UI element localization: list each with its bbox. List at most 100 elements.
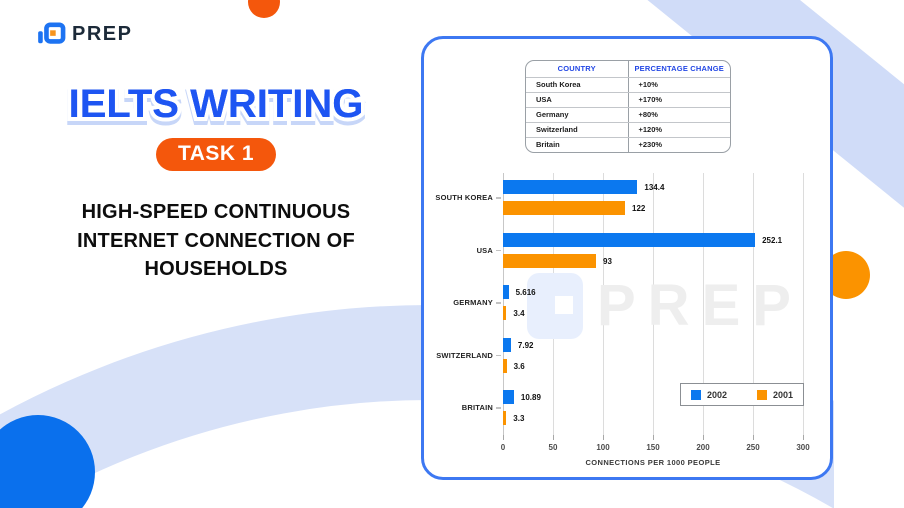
axis-tick xyxy=(753,435,754,440)
gridline xyxy=(653,173,654,435)
subtitle-line-1: HIGH-SPEED CONTINUOUS xyxy=(81,201,351,223)
category-label: SWITZERLAND xyxy=(436,350,493,360)
bar-2002 xyxy=(503,180,638,194)
category-tick xyxy=(496,354,501,356)
axis-tick xyxy=(503,435,504,440)
chart-card: COUNTRY PERCENTAGE CHANGE South Korea +10… xyxy=(421,36,833,480)
table-header-change: PERCENTAGE CHANGE xyxy=(628,61,730,78)
bar-chart: PREP SOUTH KOREA 134.4 122 USA 252.1 93 GERMAN… xyxy=(435,173,810,467)
bar-2002 xyxy=(503,337,511,352)
bar-value-label: 122 xyxy=(632,204,646,213)
category-tick xyxy=(496,249,501,251)
bar-value-label: 93 xyxy=(603,256,612,266)
legend-swatch-2001 xyxy=(756,389,767,400)
prep-logo-icon xyxy=(38,22,66,44)
brand-logo: PREP xyxy=(38,22,132,46)
x-tick-label: 0 xyxy=(500,443,506,452)
table-cell: USA xyxy=(526,92,629,108)
legend-label-2001: 2001 xyxy=(772,389,793,400)
watermark: PREP xyxy=(527,273,803,339)
bar-2002 xyxy=(503,390,514,404)
hero-title-text: IELTS WRITING xyxy=(68,82,364,126)
bar-2002 xyxy=(503,232,756,247)
table-cell: +230% xyxy=(638,140,663,150)
table-cell: +80% xyxy=(628,107,730,123)
chart-row: USA 252.1 93 xyxy=(477,232,803,268)
table-row: Britain +230% xyxy=(526,137,730,152)
gridline xyxy=(753,173,754,435)
bar-value-label: 3.6 xyxy=(513,361,525,371)
bar-2001 xyxy=(503,306,507,320)
hero-title-outline: IELTS WRITING xyxy=(65,78,368,130)
axis-tick xyxy=(703,435,704,440)
gridline xyxy=(803,173,804,435)
table-cell: Britain xyxy=(526,137,629,152)
chart-row: SOUTH KOREA 134.4 122 xyxy=(435,180,803,215)
chart-row: GERMANY 5.616 3.4 xyxy=(453,285,803,320)
gridline xyxy=(603,173,604,435)
axis-tick xyxy=(653,435,654,440)
x-tick-label: 100 xyxy=(596,443,610,452)
legend-swatch-2002 xyxy=(691,389,701,400)
table-header-country: COUNTRY xyxy=(526,61,629,78)
bar-2001 xyxy=(503,358,507,373)
table-cell: South Korea xyxy=(526,77,629,93)
table-cell: +120% xyxy=(628,122,730,138)
legend: 2002 2001 xyxy=(680,383,804,406)
table-row: USA +170% xyxy=(526,92,730,108)
watermark-logo-icon xyxy=(527,273,583,339)
axis-tick xyxy=(553,435,554,440)
x-tick-label: 300 xyxy=(796,443,810,452)
bar-value-label: 3.4 xyxy=(513,309,525,318)
table-cell: Switzerland xyxy=(526,122,629,138)
category-label: SOUTH KOREA xyxy=(435,193,493,202)
watermark-text: PREP xyxy=(597,273,803,338)
x-tick-label: 50 xyxy=(548,443,558,452)
task-badge-wrap: TASK 1 xyxy=(0,138,432,171)
percentage-table-wrap: COUNTRY PERCENTAGE CHANGE South Korea +10… xyxy=(525,60,731,153)
category-label: GERMANY xyxy=(453,298,493,307)
gridline xyxy=(503,173,504,435)
table-cell: +170% xyxy=(628,92,730,108)
table-row: Switzerland +120% xyxy=(526,122,730,138)
subtitle-line-2: INTERNET CONNECTION OF xyxy=(77,229,355,252)
bar-value-label: 7.92 xyxy=(517,340,534,350)
chart-row: SWITZERLAND 7.92 3.6 xyxy=(436,337,803,373)
category-tick xyxy=(496,407,501,409)
hero-title: IELTS WRITING IELTS WRITING xyxy=(0,78,432,140)
category-label: BRITAIN xyxy=(461,403,493,412)
table-row: South Korea +10% xyxy=(526,77,730,93)
axis-tick xyxy=(603,435,604,440)
axis-tick xyxy=(803,435,804,440)
watermark-logo-inner xyxy=(555,296,573,314)
table-cell: Germany xyxy=(526,107,629,123)
bar-value-label: 134.4 xyxy=(644,183,665,192)
category-tick xyxy=(496,302,501,304)
legend-item-2001: 2001 xyxy=(756,389,793,400)
x-tick-label: 200 xyxy=(696,443,710,452)
x-axis-title: CONNECTIONS PER 1000 PEOPLE xyxy=(585,458,721,467)
subtitle-line-3: HOUSEHOLDS xyxy=(144,258,288,280)
brand-name: PREP xyxy=(72,22,133,45)
page-subtitle: HIGH-SPEED CONTINUOUS INTERNET CONNECTIO… xyxy=(16,198,416,284)
bar-value-label: 252.1 xyxy=(762,235,783,245)
table-header-row: COUNTRY PERCENTAGE CHANGE xyxy=(526,61,730,78)
bar-value-label: 3.3 xyxy=(513,414,525,423)
gridline xyxy=(703,173,704,435)
category-label: USA xyxy=(476,245,493,255)
bar-2001 xyxy=(503,253,596,268)
bar-2001 xyxy=(503,411,507,425)
legend-label-2002: 2002 xyxy=(707,389,728,400)
x-tick-label: 250 xyxy=(746,443,760,452)
table-cell: +10% xyxy=(628,77,730,93)
chart-row: BRITAIN 10.89 3.3 xyxy=(462,390,803,425)
table-body: South Korea +10% USA +170% Germany +80% Switze… xyxy=(526,77,730,152)
x-tick-label: 150 xyxy=(646,443,660,452)
task-badge: TASK 1 xyxy=(155,138,277,171)
legend-item-2002: 2002 xyxy=(691,389,728,400)
bar-2001 xyxy=(503,201,625,215)
bar-value-label: 10.89 xyxy=(520,393,541,402)
bar-value-label: 5.616 xyxy=(515,288,536,297)
table-row: Germany +80% xyxy=(526,107,730,123)
